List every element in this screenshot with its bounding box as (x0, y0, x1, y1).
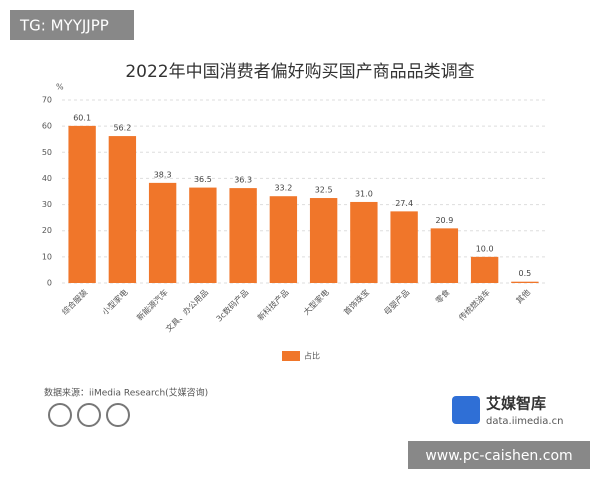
value-label: 31.0 (355, 189, 373, 198)
y-tick-label: 30 (42, 200, 52, 209)
source: 数据来源：iiMedia Research(艾媒咨询) (44, 387, 208, 399)
bar (68, 125, 96, 283)
chart-title: 2022年中国消费者偏好购买国产商品品类调查 (125, 62, 474, 82)
bar (390, 211, 418, 283)
bar (511, 281, 539, 283)
legend-label: 占比 (304, 351, 320, 361)
value-label: 10.0 (476, 244, 494, 253)
bar (269, 196, 298, 283)
watermark-box (10, 10, 134, 40)
value-label: 0.5 (519, 269, 532, 278)
value-label: 56.2 (113, 124, 131, 133)
bar (108, 136, 137, 283)
bar (470, 256, 499, 283)
icon (77, 403, 101, 427)
y-tick-label: 40 (42, 174, 52, 183)
bar (148, 182, 177, 283)
y-tick-label: 20 (42, 226, 52, 235)
y-tick-label: 60 (42, 122, 52, 131)
bar (350, 201, 378, 283)
bar (189, 187, 217, 283)
value-label: 36.3 (234, 176, 252, 185)
value-label: 36.5 (194, 175, 212, 184)
value-label: 27.4 (395, 199, 413, 208)
icon (48, 403, 72, 427)
value-label: 38.3 (154, 170, 172, 179)
footer-watermark-box (408, 441, 590, 469)
watermark: TG: MYYJJPP (19, 17, 109, 35)
bar (430, 228, 459, 283)
y-tick-label: 50 (42, 148, 52, 157)
value-label: 20.9 (435, 216, 453, 225)
legend-swatch (282, 351, 300, 361)
bar (229, 188, 257, 283)
logo-url: data.iimedia.cn (486, 416, 563, 427)
footer-watermark: www.pc-caishen.com (425, 448, 572, 464)
value-label: 60.1 (73, 113, 91, 122)
bar (309, 198, 338, 283)
value-label: 32.5 (315, 186, 333, 195)
license-icons (48, 403, 130, 427)
logo-icon (452, 396, 480, 424)
icon (106, 403, 130, 427)
value-label: 33.2 (274, 184, 292, 193)
y-tick-label: 10 (42, 252, 52, 261)
logo-name: 艾媒智库 (486, 395, 546, 413)
y-tick-label: 0 (47, 279, 52, 288)
y-tick-label: 70 (42, 96, 52, 105)
y-unit: % (56, 83, 64, 92)
